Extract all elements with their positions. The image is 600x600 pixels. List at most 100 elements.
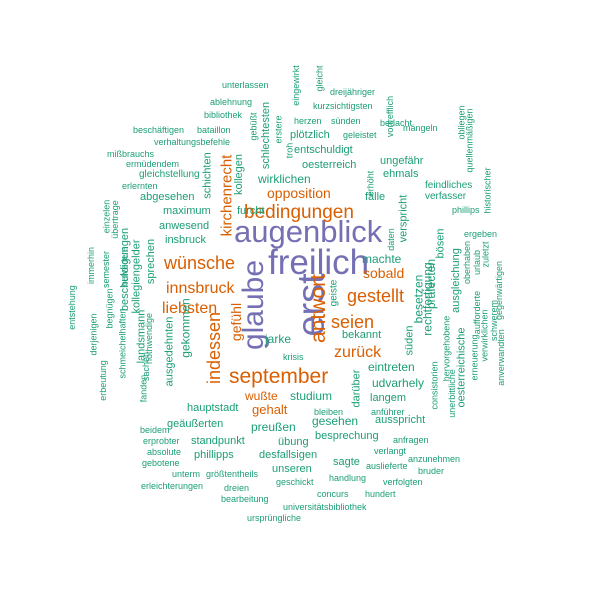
word-missbrauchs: mißbrauchs: [107, 149, 155, 159]
word-dreien: dreien: [224, 483, 250, 493]
word-consistorien: consistorien: [429, 361, 440, 410]
word-verlangt: verlangt: [374, 446, 407, 456]
word-bruder: bruder: [418, 466, 445, 476]
word-herzen: herzen: [294, 116, 322, 126]
word-phillipps: phillipps: [194, 449, 234, 461]
word-bedacht: bedacht: [380, 118, 413, 128]
word-gleichstellung: gleichstellung: [139, 169, 200, 180]
word-krisis: krisis: [283, 352, 304, 362]
word-zuruck: zurück: [334, 344, 382, 361]
word-seien: seien: [331, 312, 375, 332]
word-feindliches: feindliches: [425, 180, 473, 191]
word-bataillon: bataillon: [197, 125, 231, 135]
word-gebotene: gebotene: [142, 458, 180, 468]
word-geiste: geiste: [328, 279, 340, 307]
word-gleicht: gleicht: [314, 65, 325, 92]
word-ergeben: ergeben: [464, 229, 498, 239]
word-verfasser: verfasser: [425, 191, 467, 202]
word-beschuldigungen: beschuldigungen: [119, 227, 132, 312]
word-universitatsbibliothek: universitätsbibliothek: [283, 502, 367, 512]
word-gestellt: gestellt: [347, 286, 405, 306]
word-auslieferte: auslieferte: [366, 461, 408, 471]
word-ausgedehnten: ausgedehnten: [163, 316, 176, 387]
word-langem: langem: [370, 392, 407, 404]
word-bekannt: bekannt: [342, 329, 382, 341]
word-geleistet: geleistet: [343, 130, 377, 140]
word-geausserten: geäußerten: [167, 418, 224, 430]
word-machte: machte: [362, 252, 402, 266]
word-gebusst: gebüßt: [248, 112, 259, 141]
word-wunsche: wünsche: [164, 253, 236, 273]
word-augenblick: augenblick: [234, 214, 383, 249]
word-troh: troh: [284, 142, 295, 159]
word-dreijahriger: dreijähriger: [330, 87, 376, 97]
word-eingewirkt: eingewirkt: [290, 65, 301, 106]
word-sprechen: sprechen: [145, 238, 158, 285]
word-udvarhely: udvarhely: [372, 376, 425, 390]
word-innsbruck: innsbruck: [166, 280, 235, 297]
word-ubertrage: übertrage: [109, 200, 120, 239]
word-standpunkt: standpunkt: [191, 435, 245, 447]
word-eintreten: eintreten: [368, 360, 415, 374]
word-erstere: erstere: [273, 115, 284, 144]
word-oesterreich: oesterreich: [302, 159, 357, 171]
word-bleiben: bleiben: [314, 407, 344, 417]
word-ubung: übung: [278, 436, 309, 448]
word-unterm: unterm: [172, 469, 201, 479]
word-verspricht: verspricht: [397, 194, 410, 243]
word-absolute: absolute: [147, 447, 182, 457]
word-entschuldigt: entschuldigt: [294, 144, 353, 156]
word-ablehnung: ablehnung: [210, 97, 253, 107]
word-concurs: concurs: [317, 489, 349, 499]
word-plotzlich: plötzlich: [290, 129, 330, 141]
word-gehalt: gehalt: [252, 402, 288, 417]
word-bearbeitung: bearbeitung: [221, 494, 269, 504]
word-hundert: hundert: [365, 489, 396, 499]
word-begnugen: begnügen: [104, 288, 115, 329]
word-oesterreichische: oesterreichische: [455, 327, 468, 408]
word-entstehung: entstehung: [66, 285, 77, 330]
word-unterlassen: unterlassen: [222, 80, 269, 90]
word-wusste: wußte: [245, 389, 278, 403]
word-historischer: historischer: [482, 167, 493, 214]
word-erneuerung: erneuerung: [469, 334, 480, 381]
word-kollegiengelder: kollegiengelder: [130, 239, 143, 314]
word-suden: süden: [403, 325, 416, 356]
word-kollegen: kollegen: [232, 154, 245, 195]
word-besprechung: besprechung: [315, 430, 379, 442]
word-phillips: phillips: [452, 205, 480, 215]
word-geschickt: geschickt: [276, 477, 314, 487]
word-schichten: schichten: [201, 152, 214, 199]
word-insbruck: insbruck: [165, 234, 206, 246]
word-oberhaben: oberhaben: [462, 240, 473, 285]
word-gefuhl: gefühl: [228, 302, 245, 342]
word-mangeln: mängeln: [403, 123, 438, 133]
word-anzunehmen: anzunehmen: [408, 454, 461, 464]
word-erbeutung: erbeutung: [97, 360, 108, 401]
word-ungefahr: ungefähr: [380, 155, 424, 167]
word-erhoht: erhöht: [365, 170, 376, 197]
word-quellenmassigen: quellenmäßigen: [464, 108, 475, 173]
word-zuletzt: zuletzt: [480, 241, 491, 268]
word-wirklichen: wirklichen: [258, 172, 311, 186]
word-immerhin: immerhin: [86, 246, 97, 285]
word-preussen: preußen: [251, 420, 296, 434]
word-erleichterungen: erleichterungen: [141, 481, 204, 491]
word-gekommen: gekommen: [178, 298, 193, 358]
word-kurzsichtigsten: kurzsichtigsten: [313, 101, 373, 111]
word-freilich: freilich: [268, 243, 370, 282]
word-derjenigen: derjenigen: [88, 313, 99, 356]
word-falle: fälle: [365, 191, 386, 203]
word-anfuhrer: anführer: [371, 407, 405, 417]
word-erprobter: erprobter: [143, 436, 180, 446]
word-daten: daten: [385, 228, 396, 251]
word-semester: semester: [101, 250, 112, 289]
word-abgesehen: abgesehen: [140, 191, 195, 203]
word-ausspricht: ausspricht: [375, 414, 426, 426]
word-bosen: bösen: [434, 228, 447, 259]
word-schmeichelhaften: schmeichelhaften: [117, 308, 128, 379]
word-beschaftigen: beschäftigen: [133, 125, 185, 135]
word-ehmals: ehmals: [383, 168, 419, 180]
word-handlung: handlung: [329, 473, 367, 483]
